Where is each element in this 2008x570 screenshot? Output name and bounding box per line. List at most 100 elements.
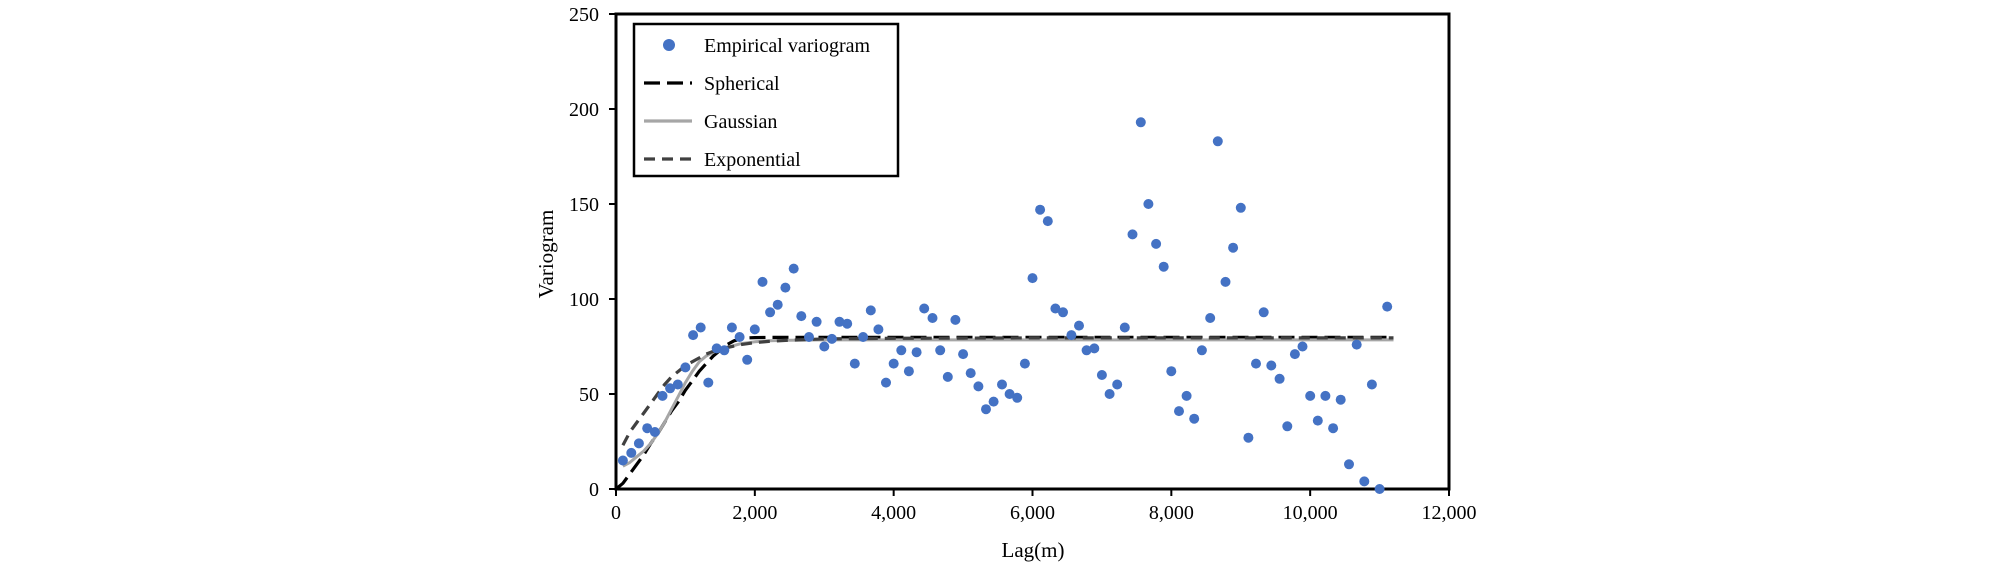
empirical-point <box>1312 415 1323 426</box>
empirical-point <box>1359 476 1370 487</box>
empirical-point <box>788 263 799 274</box>
empirical-point <box>1282 421 1293 432</box>
x-tick-label: 8,000 <box>1149 502 1194 524</box>
x-axis-label: Lag(m) <box>1002 538 1065 562</box>
empirical-point <box>988 396 999 407</box>
legend-label: Gaussian <box>704 111 777 133</box>
empirical-point <box>881 377 891 388</box>
legend-entry-spherical: Spherical <box>644 73 780 95</box>
empirical-point <box>1374 484 1385 494</box>
empirical-point <box>1328 423 1339 434</box>
empirical-point <box>1335 394 1346 405</box>
x-tick-label: 10,000 <box>1283 502 1338 524</box>
empirical-point <box>811 316 822 327</box>
empirical-point <box>617 455 628 466</box>
empirical-point <box>1289 349 1300 360</box>
empirical-point <box>1050 303 1061 314</box>
empirical-point <box>1042 216 1053 227</box>
empirical-point <box>826 333 837 344</box>
empirical-point <box>1035 204 1046 215</box>
x-tick-label: 2,000 <box>732 502 777 524</box>
empirical-point <box>1297 341 1308 352</box>
empirical-point <box>1305 390 1316 401</box>
empirical-point <box>703 377 714 388</box>
empirical-point <box>965 368 976 379</box>
empirical-point <box>672 379 683 390</box>
spherical-model-line <box>614 335 1394 491</box>
y-axis-label: Variogram <box>534 210 558 299</box>
empirical-point <box>942 371 953 382</box>
empirical-point <box>903 366 914 377</box>
empirical-point <box>927 313 938 323</box>
empirical-point <box>935 345 946 356</box>
empirical-point <box>819 341 830 352</box>
empirical-point <box>711 343 722 354</box>
empirical-point <box>1004 389 1015 399</box>
empirical-point <box>1181 390 1192 401</box>
empirical-point <box>997 379 1007 390</box>
empirical-point <box>1320 390 1331 401</box>
empirical-point <box>973 381 984 392</box>
empirical-point <box>1174 406 1184 417</box>
empirical-point <box>842 318 853 329</box>
y-tick-label: 200 <box>569 99 599 121</box>
empirical-point <box>796 311 807 322</box>
empirical-point <box>1127 229 1138 240</box>
empirical-point <box>1166 366 1177 377</box>
legend-box <box>632 22 900 178</box>
empirical-point <box>981 404 991 415</box>
x-tick-label: 4,000 <box>871 502 916 524</box>
empirical-point <box>1096 370 1107 380</box>
empirical-point <box>649 427 660 437</box>
empirical-point <box>633 438 644 449</box>
empirical-point <box>873 324 884 335</box>
y-tick-label: 50 <box>579 384 599 406</box>
x-tick-label: 12,000 <box>1422 502 1477 524</box>
legend-entry-exponential: Exponential <box>644 149 801 171</box>
empirical-point <box>757 276 768 287</box>
empirical-point <box>804 332 814 342</box>
gaussian-model-line <box>622 338 1394 468</box>
legend-entry-gaussian: Gaussian <box>644 111 777 133</box>
empirical-point <box>1189 413 1200 424</box>
empirical-point <box>1074 320 1084 331</box>
empirical-point <box>911 347 922 358</box>
empirical-point <box>1266 360 1277 371</box>
empirical-point <box>950 314 961 325</box>
empirical-point <box>1258 307 1269 318</box>
empirical-point <box>657 390 668 401</box>
empirical-point <box>719 345 730 356</box>
x-tick-label: 6,000 <box>1010 502 1055 524</box>
empirical-point <box>1158 261 1169 272</box>
empirical-point <box>1212 136 1223 147</box>
empirical-point <box>734 332 745 342</box>
empirical-point <box>888 358 899 369</box>
empirical-point <box>749 324 760 335</box>
empirical-point <box>1251 358 1261 369</box>
legend-marker-point <box>663 39 675 51</box>
empirical-point <box>1119 322 1130 333</box>
empirical-point <box>958 349 969 360</box>
empirical-point <box>1366 379 1377 390</box>
empirical-point <box>1220 276 1231 287</box>
legend-label: Empirical variogram <box>704 35 870 57</box>
empirical-point <box>1112 379 1123 390</box>
empirical-point <box>742 354 753 365</box>
y-tick-label: 150 <box>569 194 599 216</box>
empirical-point <box>726 322 737 333</box>
empirical-point <box>626 447 637 458</box>
empirical-point <box>1344 459 1354 470</box>
empirical-point <box>849 358 860 369</box>
empirical-point <box>1196 345 1207 356</box>
empirical-point <box>642 423 653 434</box>
legend-label: Spherical <box>704 73 780 95</box>
empirical-point <box>1012 392 1023 403</box>
empirical-point <box>834 316 845 327</box>
empirical-point <box>1027 273 1038 284</box>
empirical-point <box>1228 242 1239 253</box>
empirical-point <box>780 282 791 293</box>
empirical-point <box>1235 202 1246 213</box>
empirical-point <box>919 303 930 314</box>
